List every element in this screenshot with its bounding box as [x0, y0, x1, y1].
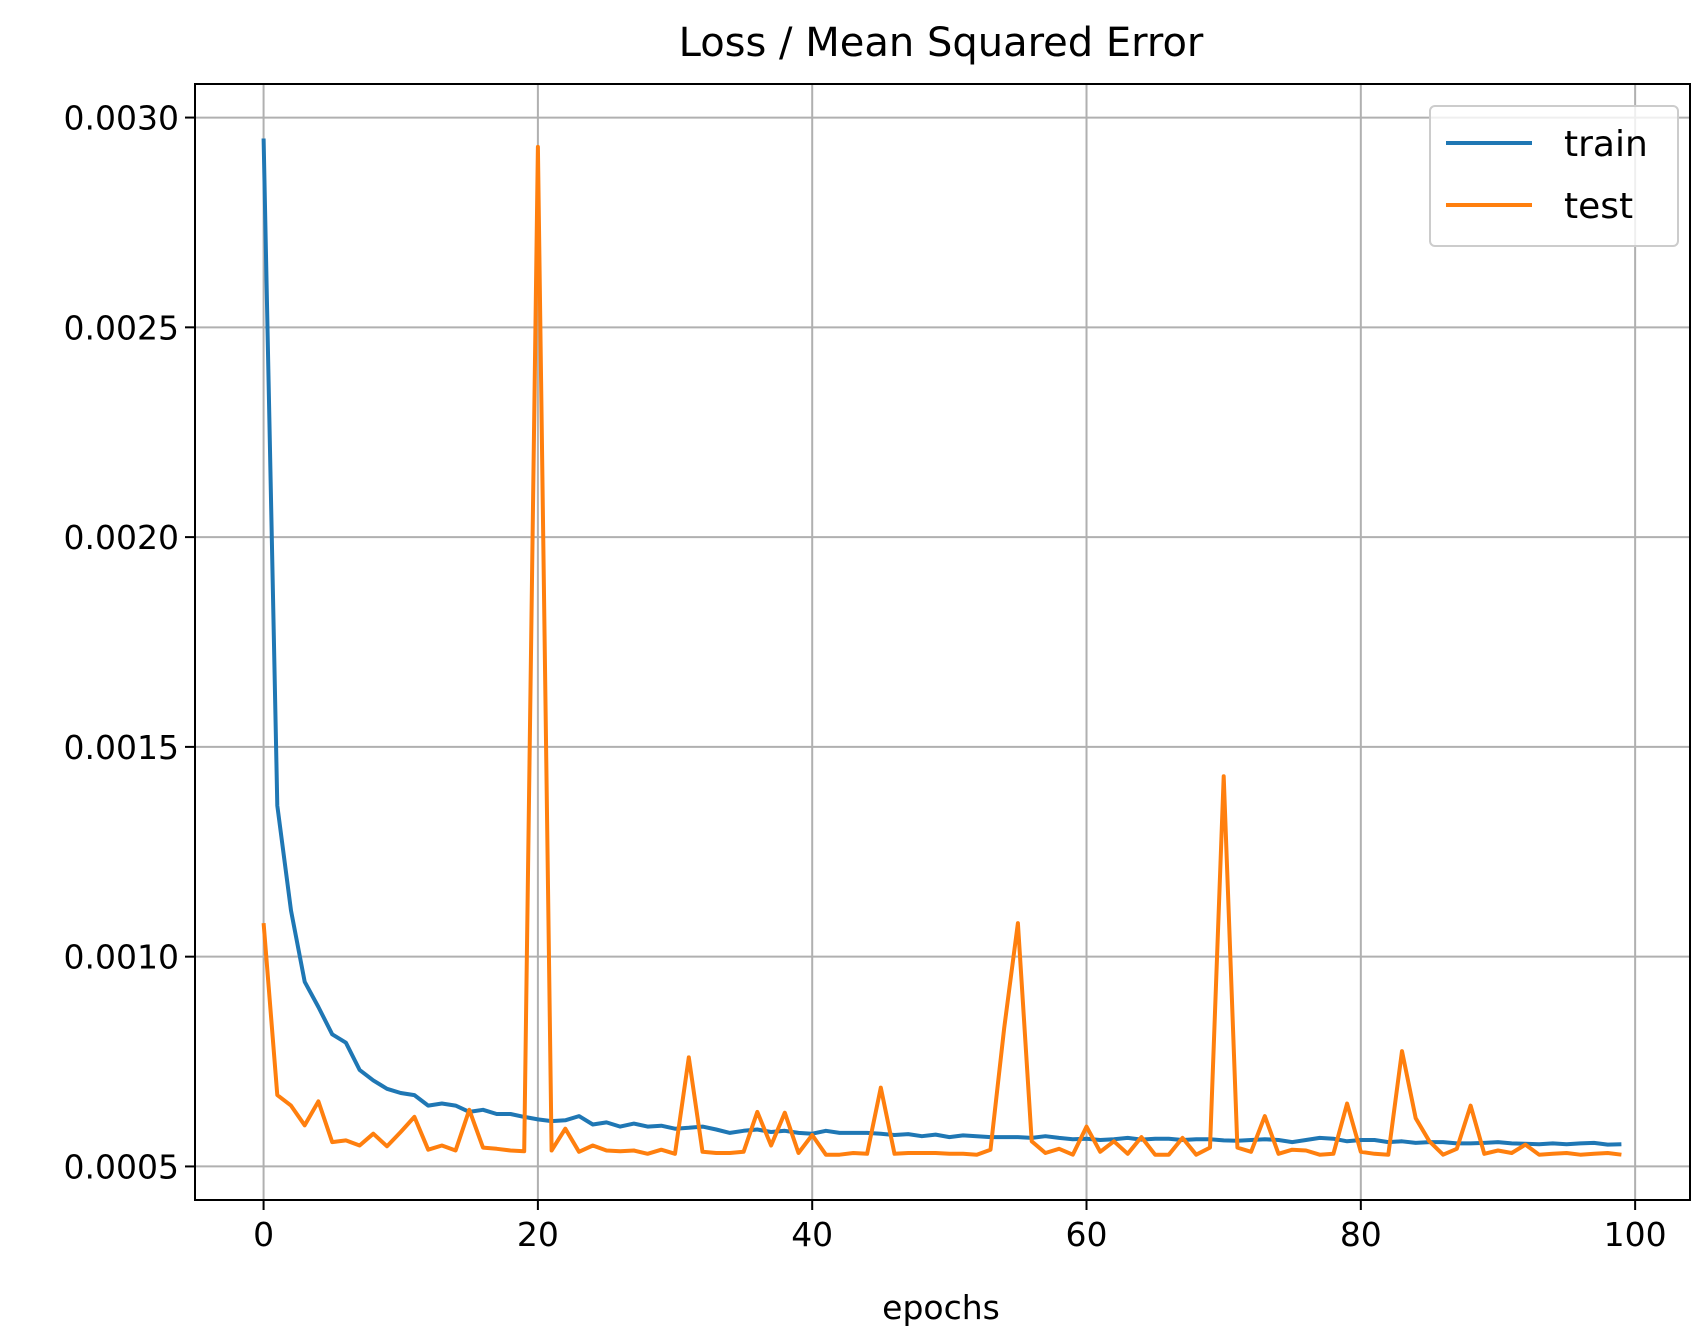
- x-axis-label: epochs: [882, 1288, 1000, 1327]
- y-tick-label: 0.0005: [64, 1147, 179, 1186]
- legend: train test: [1429, 105, 1679, 247]
- x-tick-label: 40: [791, 1215, 833, 1254]
- series-line-train: [261, 138, 1622, 1147]
- y-tick-label: 0.0010: [64, 938, 179, 977]
- legend-label-train: train: [1564, 124, 1648, 165]
- x-tick-label: 80: [1340, 1215, 1382, 1254]
- x-tick-label: 60: [1066, 1215, 1108, 1254]
- chart-title: Loss / Mean Squared Error: [679, 20, 1204, 66]
- y-tick-label: 0.0020: [64, 518, 179, 557]
- plot-frame: [194, 83, 1691, 1201]
- series-lines: [261, 138, 1622, 1157]
- y-tick-label: 0.0015: [64, 728, 179, 767]
- grid: [195, 84, 1690, 1200]
- x-tick-label: 20: [517, 1215, 559, 1254]
- x-tick-label: 0: [253, 1215, 274, 1254]
- axis-ticks: 0 20 40 60 80 100 0.0005 0.0010 0.0015 0.0020 0.00…: [64, 99, 1667, 1254]
- y-tick-label: 0.0030: [64, 99, 179, 138]
- legend-label-test: test: [1564, 186, 1633, 227]
- y-tick-label: 0.0025: [64, 308, 179, 347]
- series-line-test: [261, 144, 1622, 1157]
- x-tick-label: 100: [1604, 1215, 1667, 1254]
